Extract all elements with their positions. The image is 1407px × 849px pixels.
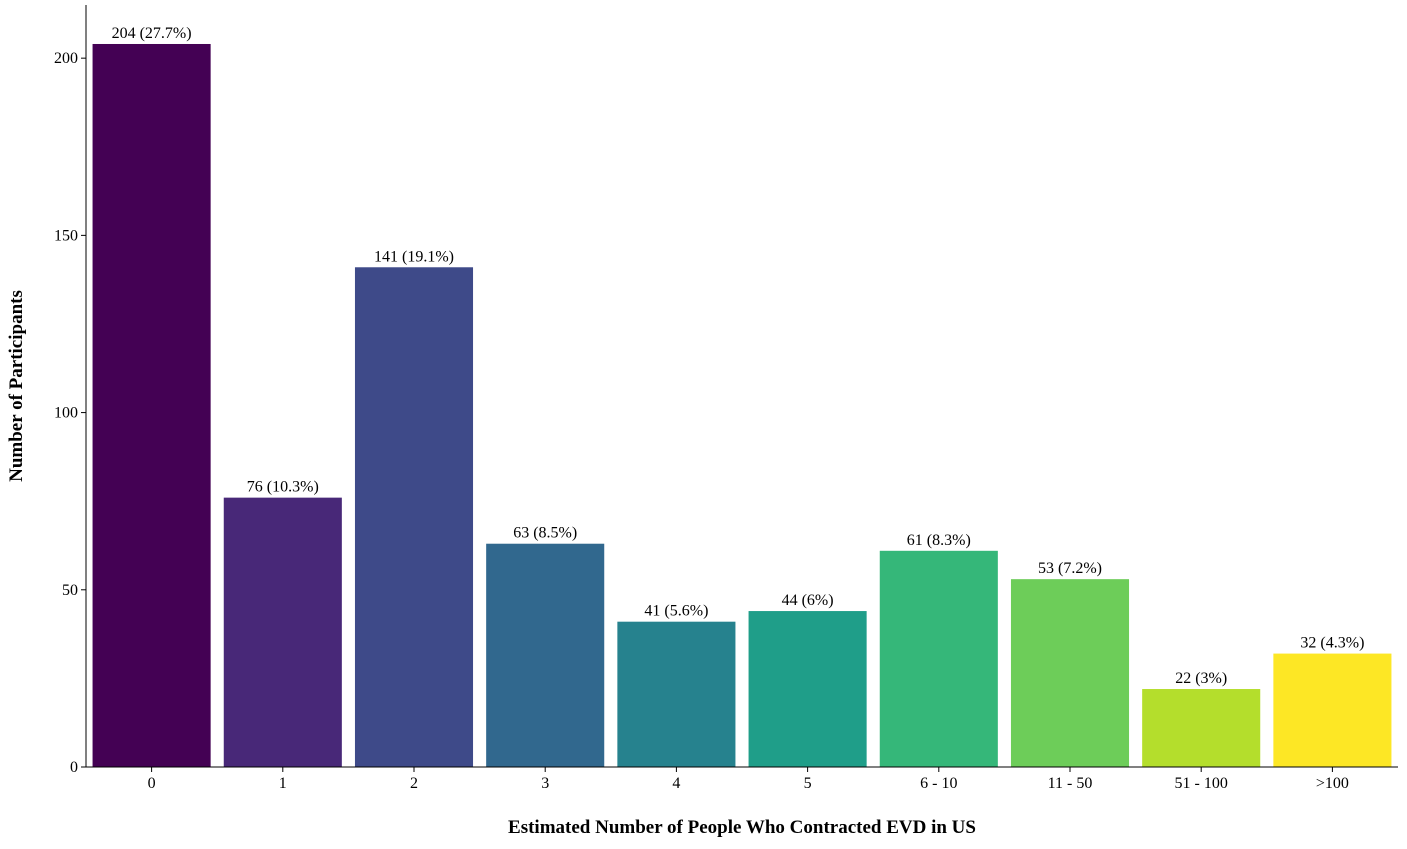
bar-6: [879, 550, 998, 767]
bar-8: [1142, 689, 1261, 767]
data-label-9: 32 (4.3%): [1300, 635, 1364, 652]
data-label-3: 63 (8.5%): [513, 525, 577, 542]
bars-layer: [92, 43, 1392, 768]
bar-5: [748, 611, 867, 767]
data-label-2: 141 (19.1%): [374, 248, 454, 265]
data-label-7: 53 (7.2%): [1038, 560, 1102, 577]
bar-9: [1273, 653, 1392, 767]
x-tick-label-2: 2: [410, 775, 418, 792]
y-axis-title: Number of Participants: [6, 290, 27, 482]
x-axis-title: Estimated Number of People Who Contracte…: [508, 817, 976, 838]
x-tick-label-1: 1: [279, 775, 287, 792]
x-tick-label-4: 4: [672, 775, 680, 792]
x-tick-label-8: 51 - 100: [1175, 775, 1228, 792]
data-label-1: 76 (10.3%): [247, 479, 319, 496]
bar-7: [1010, 579, 1130, 767]
y-tick-label-4: 200: [54, 50, 78, 67]
data-label-8: 22 (3%): [1175, 670, 1227, 687]
x-tick-label-3: 3: [541, 775, 549, 792]
y-ticks-layer: 0 50 100 150 200: [54, 50, 86, 776]
y-tick-label-0: 0: [70, 759, 78, 776]
x-ticks-layer: 0 1 2 3 4 5 6 - 10 11 - 50 51 - 100 >100: [148, 767, 1349, 792]
data-label-5: 44 (6%): [782, 592, 834, 609]
x-tick-label-5: 5: [804, 775, 812, 792]
x-tick-label-0: 0: [148, 775, 156, 792]
bar-1: [223, 497, 342, 767]
x-tick-label-7: 11 - 50: [1048, 775, 1093, 792]
x-tick-label-9: >100: [1316, 775, 1349, 792]
bar-2: [354, 267, 474, 767]
bar-4: [617, 621, 736, 767]
bar-3: [486, 543, 605, 767]
bar-0: [92, 43, 211, 768]
data-label-6: 61 (8.3%): [907, 532, 971, 549]
axes-layer: [85, 5, 1398, 768]
y-tick-label-1: 50: [62, 582, 78, 599]
y-tick-label-2: 100: [54, 405, 78, 422]
y-tick-label-3: 150: [54, 227, 78, 244]
x-tick-label-6: 6 - 10: [920, 775, 957, 792]
data-labels-layer: 204 (27.7%) 76 (10.3%) 141 (19.1%) 63 (8.5%…: [112, 25, 1365, 687]
data-label-4: 41 (5.6%): [644, 603, 708, 620]
data-label-0: 204 (27.7%): [112, 25, 192, 42]
